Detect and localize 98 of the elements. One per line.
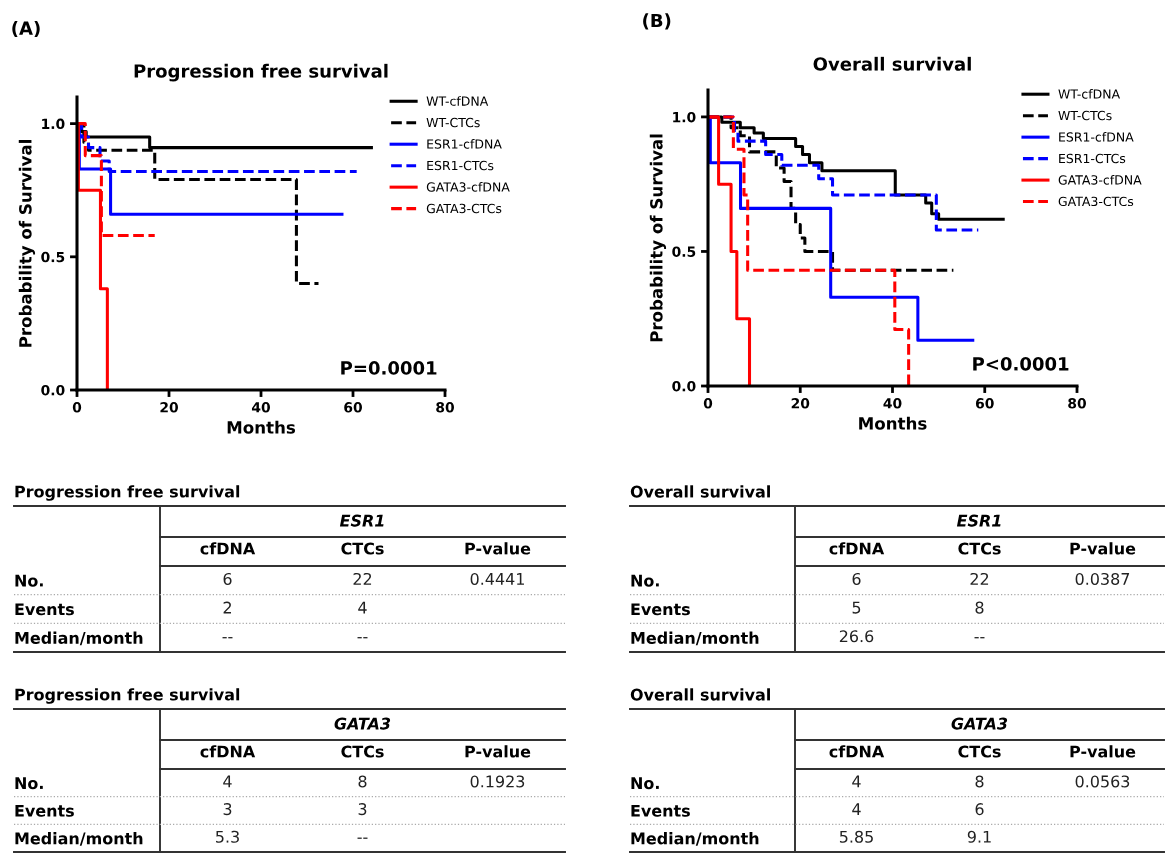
annotation: P<0.0001 xyxy=(973,357,1069,371)
chart-subtitle: GATA3 xyxy=(951,717,1008,730)
y-tick-label: 1.0 xyxy=(42,118,65,130)
data-label: 5.85 xyxy=(839,830,873,843)
x-tick-label: 20 xyxy=(160,402,178,413)
text: -- xyxy=(357,837,368,839)
data-label: 6 xyxy=(975,803,984,816)
text: -- xyxy=(222,637,233,639)
chart-title: Overall survival xyxy=(813,56,971,71)
y-tick-label: Events xyxy=(631,804,690,817)
legend-label: WT-CTCs xyxy=(1058,110,1112,121)
text: (B) xyxy=(643,13,671,30)
data-label: 4 xyxy=(852,803,861,815)
legend-label: ESR1-CTCs xyxy=(427,160,494,171)
data-label: 8 xyxy=(975,775,984,788)
y-tick-label: Events xyxy=(15,603,74,616)
x-axis-title: Months xyxy=(227,420,296,434)
x-tick-label: CTCs xyxy=(958,542,1001,555)
y-tick-label: No. xyxy=(631,574,659,587)
x-tick-label: P-value xyxy=(465,745,531,758)
x-tick-label: CTCs xyxy=(341,542,384,555)
x-tick-label: 0 xyxy=(72,402,82,413)
annotation: P=0.0001 xyxy=(341,361,437,375)
data-label: 3 xyxy=(223,803,232,816)
chart-subtitle: ESR1 xyxy=(339,514,384,527)
data-label: 0.0387 xyxy=(1075,572,1130,585)
data-label: 22 xyxy=(970,572,989,585)
data-label: 6 xyxy=(852,572,861,585)
x-tick-label: 60 xyxy=(975,398,994,409)
x-tick-label: 80 xyxy=(1068,398,1086,409)
x-tick-label: 40 xyxy=(883,398,902,409)
chart-title: Overall survival xyxy=(630,688,770,701)
legend-label: WT-cfDNA xyxy=(426,96,489,106)
y-tick-label: 0.5 xyxy=(672,246,696,257)
y-tick-label: 0.0 xyxy=(672,380,696,392)
y-tick-label: No. xyxy=(631,777,659,790)
y-tick-label: 1.0 xyxy=(673,111,696,123)
x-tick-label: 0 xyxy=(703,398,713,409)
data-label: 0.1923 xyxy=(470,775,525,788)
chart-title: Progression free survival xyxy=(15,688,240,704)
x-tick-label: 40 xyxy=(251,402,270,413)
data-label: 4 xyxy=(852,775,861,788)
data-label: 6 xyxy=(223,572,232,585)
data-label: 8 xyxy=(358,775,367,788)
legend-label: GATA3-CTCs xyxy=(1058,196,1134,207)
chart-title: Progression free survival xyxy=(15,485,240,501)
data-label: 8 xyxy=(975,601,984,614)
y-tick-label: Events xyxy=(631,603,690,616)
x-tick-label: P-value xyxy=(1070,745,1136,758)
x-tick-label: P-value xyxy=(1070,542,1136,555)
y-tick-label: Median/month xyxy=(15,832,143,846)
data-label: 3 xyxy=(358,803,367,816)
legend-label: WT-cfDNA xyxy=(1058,89,1121,99)
y-tick-label: No. xyxy=(15,777,43,790)
text: -- xyxy=(974,637,985,639)
x-axis-title: Months xyxy=(859,416,927,430)
data-label: 9.1 xyxy=(967,830,991,843)
y-tick-label: Median/month xyxy=(631,832,759,846)
y-axis-title: Probability of Survival xyxy=(649,134,667,342)
legend-label: ESR1-cfDNA xyxy=(1059,132,1134,142)
legend-label: GATA3-cfDNA xyxy=(1058,174,1142,185)
legend-label: ESR1-CTCs xyxy=(1059,153,1126,164)
data-label: 22 xyxy=(353,572,372,585)
x-tick-label: cfDNA xyxy=(200,542,256,555)
data-label: 5.3 xyxy=(216,830,239,843)
legend-label: ESR1-cfDNA xyxy=(427,139,502,149)
chart-title: Overall survival xyxy=(630,485,770,498)
data-label: 4 xyxy=(223,775,232,788)
data-label: 5 xyxy=(852,601,861,614)
y-tick-label: Events xyxy=(15,804,74,817)
x-tick-label: 20 xyxy=(791,398,810,409)
y-axis-title: Probability of Survival xyxy=(18,140,36,347)
x-tick-label: 60 xyxy=(344,402,362,413)
y-tick-label: Median/month xyxy=(15,631,143,646)
y-tick-label: Median/month xyxy=(631,631,759,646)
chart-subtitle: ESR1 xyxy=(956,514,1001,527)
text: -- xyxy=(357,637,368,639)
data-label: 0.0563 xyxy=(1075,775,1130,788)
text: (A) xyxy=(12,20,40,38)
y-tick-label: 0.5 xyxy=(41,251,65,263)
x-tick-label: CTCs xyxy=(341,745,384,758)
data-label: 2 xyxy=(223,601,231,614)
y-tick-label: No. xyxy=(15,574,43,587)
y-tick-label: 0.0 xyxy=(41,384,65,396)
x-tick-label: CTCs xyxy=(958,745,1001,758)
legend-label: GATA3-CTCs xyxy=(426,203,502,214)
data-label: 0.4441 xyxy=(470,572,524,585)
data-label: 26.6 xyxy=(839,630,874,643)
x-tick-label: P-value xyxy=(465,542,531,555)
x-tick-label: cfDNA xyxy=(200,745,256,758)
x-tick-label: cfDNA xyxy=(829,542,885,555)
chart-title: Progression free survival xyxy=(134,63,388,82)
chart-subtitle: GATA3 xyxy=(334,717,391,730)
legend-label: GATA3-cfDNA xyxy=(426,182,510,192)
x-tick-label: cfDNA xyxy=(829,745,885,758)
x-tick-label: 80 xyxy=(436,402,454,413)
legend-label: WT-CTCs xyxy=(426,117,480,128)
data-label: 4 xyxy=(358,601,367,614)
